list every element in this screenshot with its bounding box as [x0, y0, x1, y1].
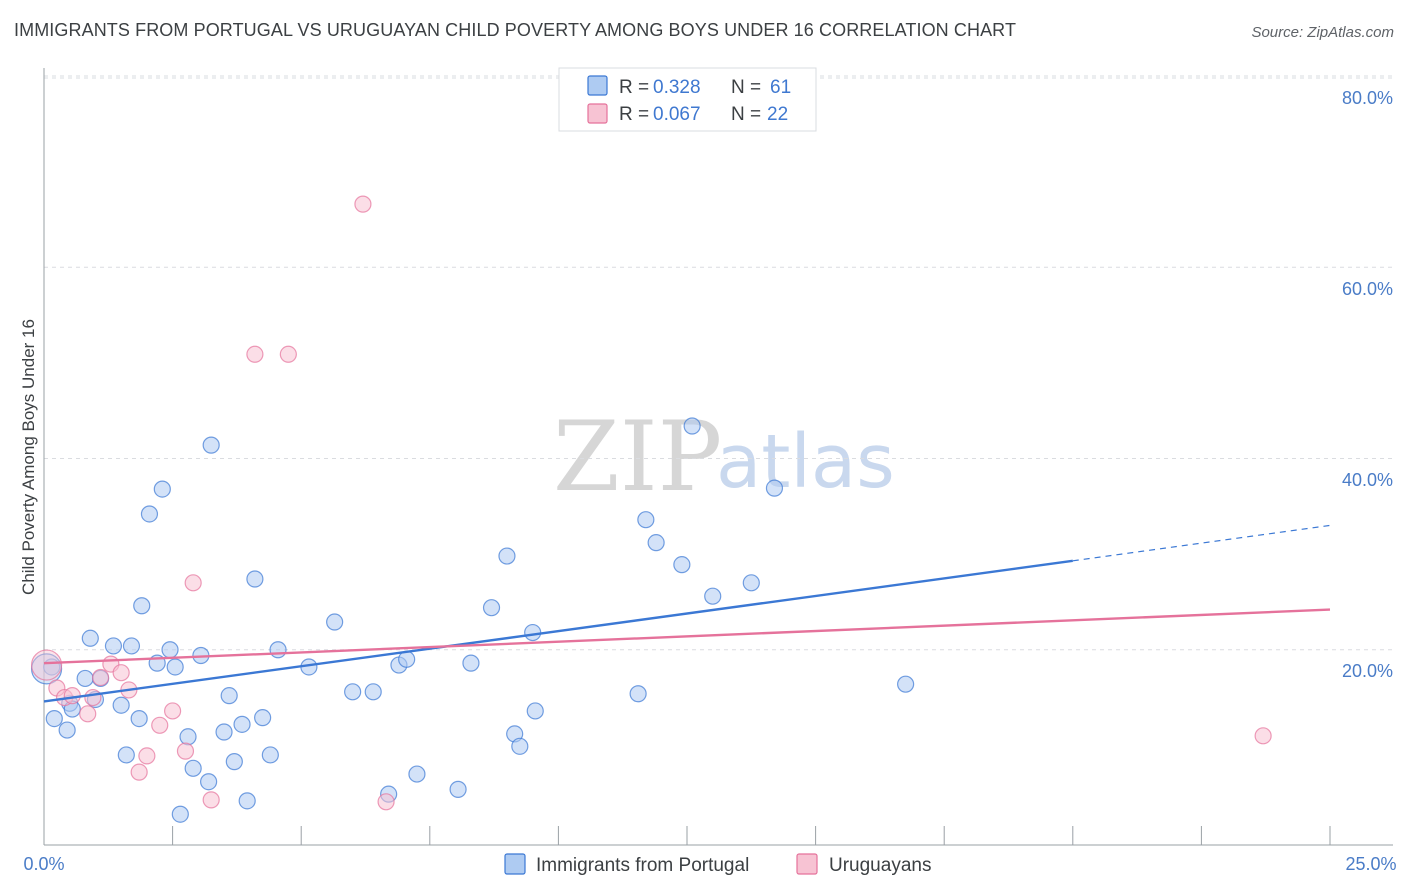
point-portugal-6 — [81, 629, 99, 647]
point-portugal-27 — [220, 687, 238, 705]
point-portugal-48 — [511, 737, 529, 755]
point-uruguayans-10 — [130, 763, 148, 781]
axes — [43, 68, 1393, 846]
point-portugal-44 — [462, 654, 480, 672]
point-uruguayans-13 — [164, 702, 182, 720]
point-portugal-36 — [326, 613, 344, 631]
bottom-legend-swatch-pink — [796, 853, 818, 875]
watermark-atlas: atlas — [716, 419, 895, 505]
point-portugal-18 — [161, 641, 179, 659]
point-portugal-54 — [673, 556, 691, 574]
legend: R = 0.328 N = 61 R = 0.067 N = 22 — [558, 67, 817, 132]
trend-line-uruguayans — [43, 608, 1331, 665]
point-portugal-24 — [200, 773, 218, 791]
point-portugal-58 — [765, 479, 784, 497]
point-portugal-17 — [153, 480, 171, 498]
point-portugal-25 — [202, 436, 220, 454]
watermark-zip: ZIP — [553, 401, 722, 513]
point-portugal-19 — [166, 658, 184, 676]
legend-n-value-pink: 22 — [767, 104, 788, 125]
point-portugal-13 — [130, 709, 148, 728]
legend-r-value-pink: 0.067 — [653, 104, 701, 125]
point-portugal-52 — [637, 511, 655, 529]
point-portugal-56 — [704, 587, 722, 605]
y-tick-label-80: 80.0% — [1342, 88, 1393, 108]
bottom-legend: Immigrants from Portugal Uruguayans — [504, 853, 931, 876]
point-portugal-14 — [133, 597, 151, 615]
point-portugal-50 — [524, 623, 542, 642]
point-uruguayans-5 — [84, 688, 102, 707]
point-uruguayans-17 — [246, 345, 264, 363]
point-portugal-2 — [58, 721, 76, 739]
point-portugal-31 — [246, 570, 264, 588]
point-portugal-33 — [261, 746, 279, 764]
legend-r-label-blue: R = — [619, 77, 649, 98]
legend-r-label-pink: R = — [619, 104, 649, 125]
x-tick-label-min: 0.0% — [23, 854, 64, 874]
bottom-legend-label-pink: Uruguayans — [829, 855, 931, 876]
point-portugal-9 — [104, 637, 123, 655]
y-axis-label: Child Poverty Among Boys Under 16 — [19, 319, 38, 595]
source-credit: Source: ZipAtlas.com — [1251, 24, 1394, 41]
legend-n-label-pink: N = — [731, 104, 761, 125]
point-portugal-55 — [683, 417, 701, 435]
legend-r-value-blue: 0.328 — [653, 77, 701, 98]
trend-line-portugal-extension — [1072, 524, 1331, 562]
point-portugal-46 — [498, 547, 516, 565]
point-uruguayans-19 — [354, 195, 372, 213]
point-portugal-30 — [238, 792, 256, 810]
trend-lines — [43, 524, 1331, 703]
legend-swatch-blue — [587, 75, 608, 96]
y-tick-label-20: 20.0% — [1342, 661, 1393, 681]
point-portugal-29 — [233, 715, 251, 733]
point-portugal-32 — [254, 709, 272, 727]
point-uruguayans-20 — [377, 793, 395, 811]
point-portugal-45 — [482, 599, 501, 617]
bottom-legend-label-blue: Immigrants from Portugal — [536, 855, 749, 876]
point-portugal-20 — [171, 805, 189, 823]
point-portugal-11 — [117, 746, 135, 764]
point-portugal-15 — [140, 505, 159, 523]
point-portugal-12 — [122, 637, 141, 655]
point-uruguayans-18 — [279, 345, 297, 363]
point-portugal-57 — [742, 574, 760, 592]
point-uruguayans-8 — [112, 664, 130, 682]
point-uruguayans-4 — [79, 705, 97, 723]
gridlines — [44, 75, 1393, 651]
bottom-legend-swatch-blue — [504, 853, 526, 875]
point-portugal-28 — [225, 753, 243, 771]
point-uruguayans-14 — [176, 742, 195, 760]
point-portugal-22 — [184, 759, 202, 777]
point-portugal-51 — [629, 685, 647, 703]
point-portugal-42 — [408, 765, 426, 783]
point-uruguayans-12 — [151, 716, 169, 734]
point-uruguayans-16 — [202, 791, 220, 809]
y-tick-label-40: 40.0% — [1342, 470, 1393, 490]
point-uruguayans-15 — [184, 574, 202, 592]
chart-title: IMMIGRANTS FROM PORTUGAL VS URUGUAYAN CH… — [14, 20, 1017, 40]
point-portugal-49 — [526, 702, 544, 720]
point-portugal-38 — [364, 683, 382, 701]
point-portugal-26 — [215, 723, 233, 741]
point-uruguayans-21 — [1254, 727, 1272, 745]
point-uruguayans-0 — [30, 649, 63, 681]
legend-n-value-blue: 61 — [770, 77, 791, 98]
point-portugal-43 — [449, 780, 467, 798]
point-portugal-5 — [76, 669, 94, 688]
legend-swatch-pink — [587, 103, 608, 124]
point-portugal-37 — [344, 683, 362, 701]
point-uruguayans-11 — [138, 747, 156, 765]
legend-n-label-blue: N = — [731, 77, 761, 98]
point-uruguayans-6 — [91, 668, 110, 687]
y-tick-label-60: 60.0% — [1342, 279, 1393, 299]
trend-line-portugal — [43, 559, 1073, 703]
point-portugal-59 — [897, 675, 915, 693]
point-portugal-10 — [112, 696, 130, 714]
point-portugal-21 — [179, 728, 197, 746]
point-portugal-53 — [647, 534, 665, 552]
point-portugal-34 — [269, 641, 287, 659]
x-tick-label-max: 25.0% — [1345, 854, 1396, 874]
point-portugal-1 — [45, 709, 63, 728]
